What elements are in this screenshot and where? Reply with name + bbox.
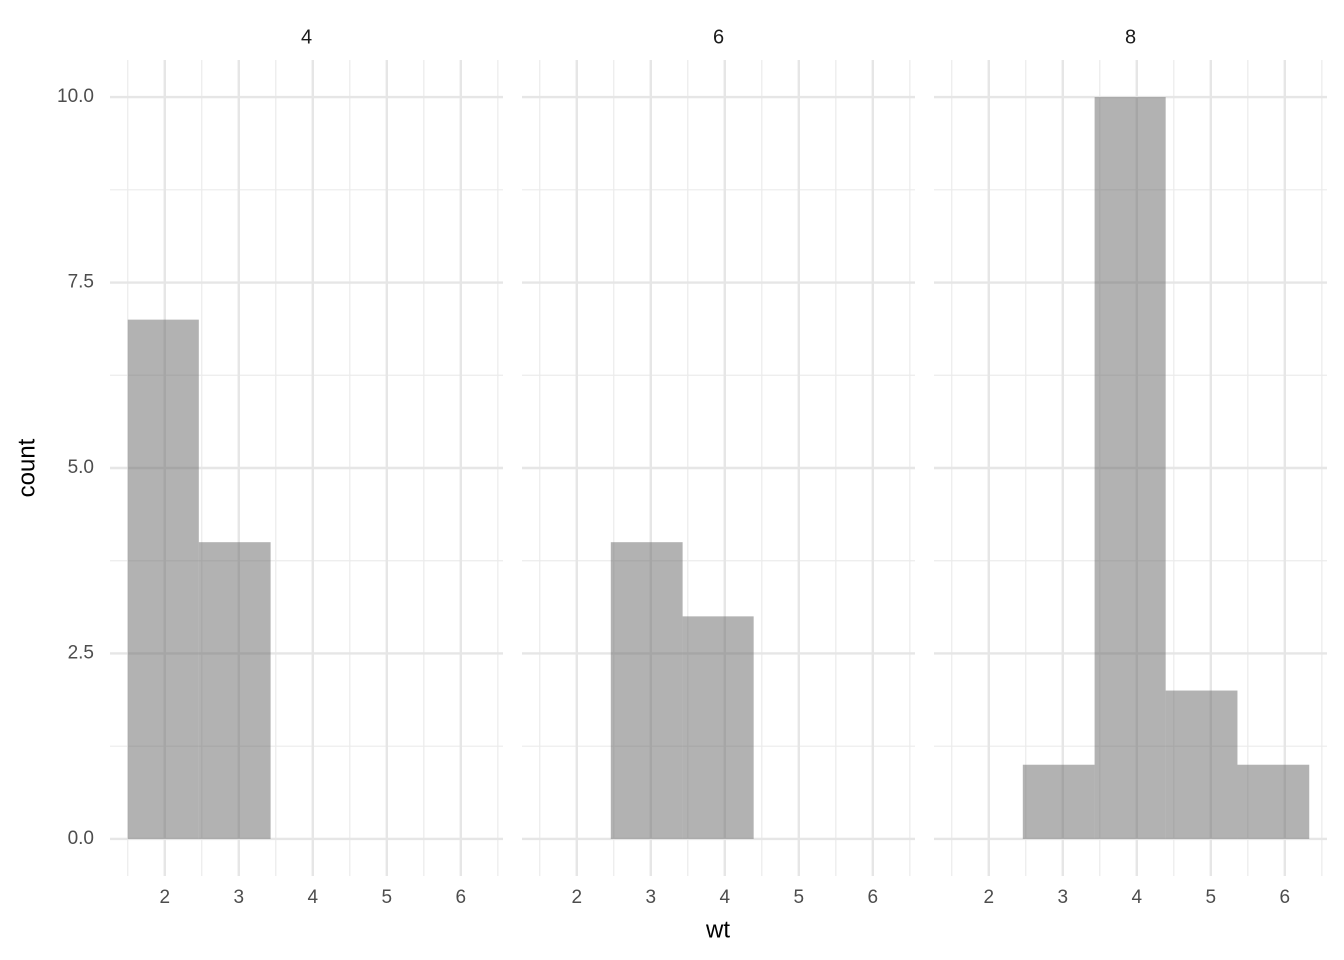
- bar: [127, 319, 199, 839]
- x-tick-label: 6: [456, 887, 467, 908]
- y-tick-label: 5.0: [68, 457, 94, 478]
- bar: [1237, 764, 1310, 839]
- x-tick-label: 4: [1132, 887, 1143, 908]
- x-axis-title: wt: [705, 916, 730, 943]
- x-tick-label: 5: [794, 887, 805, 908]
- x-tick-label: 3: [233, 887, 244, 908]
- facet-title: 6: [713, 26, 724, 48]
- bar: [198, 542, 271, 839]
- y-tick-label: 7.5: [68, 272, 94, 293]
- x-tick-label: 4: [720, 887, 731, 908]
- bar: [682, 616, 754, 839]
- x-tick-label: 4: [308, 887, 319, 908]
- facet-title: 8: [1125, 26, 1136, 48]
- bar: [1165, 690, 1238, 839]
- facet-title: 4: [301, 26, 312, 48]
- bar: [1094, 97, 1166, 839]
- x-tick-label: 2: [983, 887, 994, 908]
- y-axis-title: count: [13, 438, 40, 497]
- y-tick-label: 10.0: [57, 86, 94, 107]
- x-tick-label: 3: [1057, 887, 1068, 908]
- x-tick-label: 6: [1280, 887, 1291, 908]
- x-tick-label: 6: [868, 887, 879, 908]
- bar: [1022, 764, 1095, 839]
- x-tick-label: 5: [1206, 887, 1217, 908]
- y-tick-label: 0.0: [68, 828, 94, 849]
- x-tick-label: 3: [645, 887, 656, 908]
- x-tick-label: 2: [159, 887, 170, 908]
- bar: [610, 542, 683, 839]
- y-tick-label: 2.5: [68, 642, 94, 663]
- x-tick-label: 2: [571, 887, 582, 908]
- x-tick-label: 5: [382, 887, 393, 908]
